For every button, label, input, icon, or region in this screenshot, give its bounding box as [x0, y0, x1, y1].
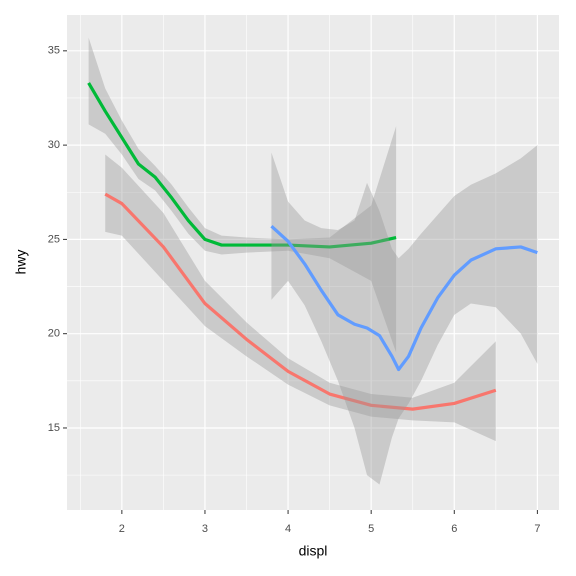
x-tick-label: 3	[202, 523, 208, 535]
x-tick-label: 4	[285, 523, 291, 535]
smooth-line	[104, 192, 497, 411]
smooth-line	[270, 225, 538, 372]
x-axis-title: displ	[299, 543, 328, 559]
y-tick-label: 25	[48, 233, 60, 245]
x-tick-label: 2	[119, 523, 125, 535]
x-tick-label: 5	[368, 523, 374, 535]
confidence-band	[271, 145, 538, 485]
x-tick-label: 7	[534, 523, 540, 535]
y-axis-title: hwy	[13, 250, 29, 275]
y-tick-label: 30	[48, 139, 60, 151]
y-tick-label: 20	[48, 328, 60, 340]
x-tick-label: 6	[451, 523, 457, 535]
smooth-line	[87, 82, 397, 249]
confidence-band	[105, 154, 496, 442]
y-tick-label: 35	[48, 45, 60, 57]
y-tick-label: 15	[48, 422, 60, 434]
